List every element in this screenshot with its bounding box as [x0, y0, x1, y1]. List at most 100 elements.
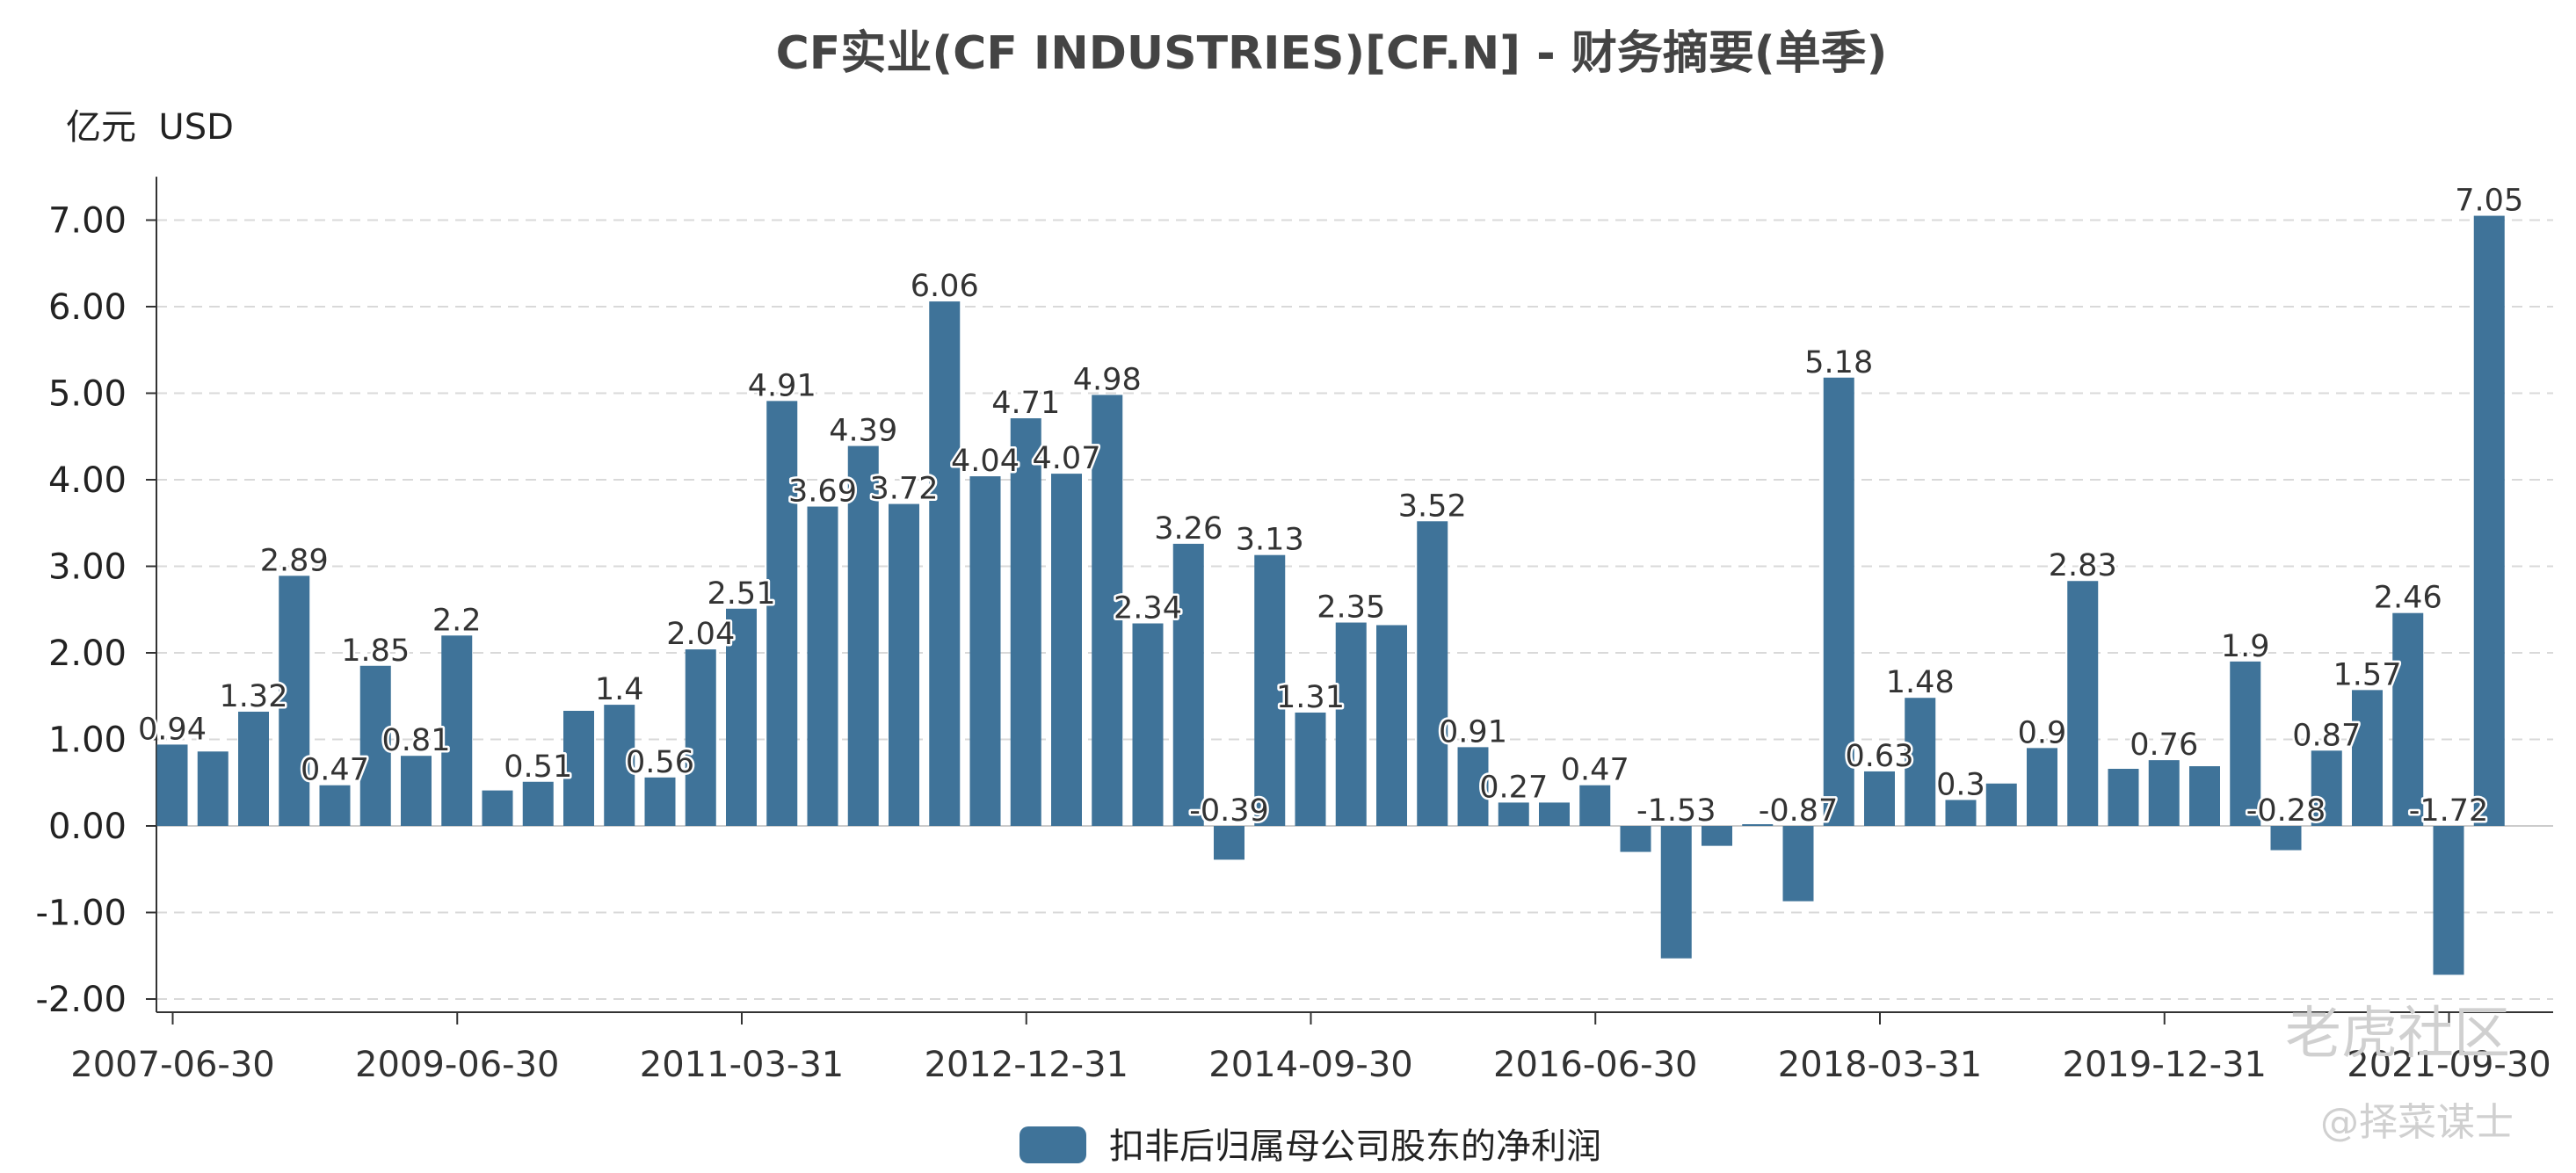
- bar[interactable]: [1742, 824, 1774, 826]
- bar[interactable]: [1985, 783, 2017, 826]
- bar[interactable]: [522, 781, 554, 826]
- x-tick-label: 2012-12-31: [925, 1045, 1128, 1085]
- data-label: -1.53: [1636, 793, 1716, 829]
- data-label: 0.87: [2292, 718, 2361, 753]
- bar[interactable]: [847, 445, 879, 826]
- bar[interactable]: [766, 401, 798, 826]
- bar[interactable]: [1620, 826, 1651, 852]
- bar[interactable]: [1782, 826, 1814, 901]
- bar[interactable]: [644, 777, 676, 826]
- bar[interactable]: [2433, 826, 2464, 975]
- data-label: 4.04: [951, 444, 1020, 479]
- data-label: 3.13: [1236, 523, 1304, 558]
- y-axis: 7.00 6.00 5.00 4.00 3.00 2.00 1.00 0.00 -1.00 -2.…: [36, 177, 157, 1020]
- y-tick-label: -2.00: [36, 980, 127, 1020]
- data-label: 0.51: [504, 749, 572, 785]
- bar[interactable]: [807, 506, 838, 826]
- bar[interactable]: [1702, 826, 1732, 846]
- bar[interactable]: [1864, 771, 1895, 826]
- data-label: 2.51: [707, 576, 776, 612]
- bar[interactable]: [1214, 826, 1244, 860]
- x-tick-label: 2021-09-30: [2347, 1045, 2551, 1085]
- chart-title: CF实业(CF INDUSTRIES)[CF.N] - 财务摘要(单季): [776, 27, 1888, 80]
- y-tick-label: 3.00: [48, 547, 127, 588]
- bar[interactable]: [889, 503, 919, 826]
- bar[interactable]: [1092, 395, 1123, 826]
- bar[interactable]: [401, 756, 432, 826]
- bar[interactable]: [238, 711, 269, 826]
- data-label: 1.32: [220, 679, 288, 714]
- legend-label[interactable]: 扣非后归属母公司股东的净利润: [1109, 1126, 1601, 1167]
- bar[interactable]: [2230, 661, 2261, 826]
- bar[interactable]: [929, 301, 961, 827]
- bar[interactable]: [2311, 750, 2342, 826]
- watermark: 老虎社区 @择菜谋士: [2285, 1002, 2514, 1145]
- data-label: 4.71: [991, 386, 1060, 421]
- bar[interactable]: [1132, 623, 1164, 826]
- data-label: 0.81: [382, 723, 451, 758]
- bar[interactable]: [1823, 377, 1854, 826]
- bar[interactable]: [2108, 768, 2139, 826]
- legend[interactable]: 扣非后归属母公司股东的净利润: [1020, 1126, 1601, 1167]
- data-label: 3.69: [788, 474, 857, 510]
- bar[interactable]: [685, 649, 716, 826]
- data-label: 1.48: [1886, 665, 1955, 700]
- data-label: 2.46: [2374, 581, 2442, 616]
- unit-label: 亿元 USD: [66, 107, 234, 148]
- bar[interactable]: [1254, 554, 1286, 826]
- y-tick-label: 7.00: [48, 201, 127, 242]
- bar[interactable]: [2473, 215, 2505, 826]
- x-axis: 2007-06-30 2009-06-30 2011-03-31 2012-12-31…: [70, 1011, 2553, 1085]
- data-label: 2.2: [432, 603, 482, 638]
- bar[interactable]: [2189, 766, 2220, 826]
- data-label: -0.39: [1189, 793, 1269, 829]
- bar[interactable]: [563, 710, 594, 826]
- bar[interactable]: [1335, 622, 1367, 826]
- data-label: 5.18: [1804, 345, 1873, 380]
- bar[interactable]: [441, 635, 473, 826]
- bar[interactable]: [319, 785, 351, 826]
- data-label: 0.27: [1479, 770, 1548, 805]
- bar[interactable]: [2352, 690, 2383, 826]
- data-label: 2.34: [1114, 591, 1182, 626]
- bar[interactable]: [279, 576, 310, 826]
- bar[interactable]: [1457, 747, 1489, 826]
- data-label: 0.76: [2130, 728, 2198, 763]
- bar[interactable]: [1010, 418, 1041, 826]
- bar[interactable]: [969, 476, 1001, 826]
- bar[interactable]: [2392, 612, 2424, 826]
- data-labels: 0.94 1.32 2.89 0.47 1.85 0.81 2.2 0.51 1.4 0.56 2.…: [136, 181, 2526, 830]
- data-label: 0.3: [1936, 767, 1985, 802]
- bar[interactable]: [2027, 748, 2057, 826]
- y-tick-label: -1.00: [36, 894, 127, 934]
- data-label: 4.98: [1073, 362, 1142, 397]
- bar[interactable]: [156, 744, 188, 826]
- data-label: 1.4: [595, 672, 644, 707]
- bar[interactable]: [1376, 625, 1407, 826]
- bar[interactable]: [1172, 543, 1204, 826]
- bar[interactable]: [482, 790, 513, 826]
- bar[interactable]: [197, 751, 229, 826]
- bar[interactable]: [1417, 521, 1448, 826]
- bar[interactable]: [1498, 802, 1529, 826]
- bar[interactable]: [2067, 581, 2099, 826]
- bar[interactable]: [1051, 474, 1082, 826]
- data-label: 3.52: [1398, 489, 1467, 524]
- bar[interactable]: [1945, 800, 1977, 826]
- y-tick-label: 5.00: [48, 374, 127, 415]
- bar[interactable]: [1579, 785, 1611, 826]
- bar[interactable]: [2148, 760, 2180, 826]
- bar[interactable]: [1905, 698, 1936, 826]
- data-label: -0.28: [2246, 793, 2326, 829]
- legend-swatch[interactable]: [1020, 1126, 1086, 1163]
- x-tick-label: 2011-03-31: [640, 1045, 844, 1085]
- data-label: 0.47: [1561, 753, 1629, 788]
- bar[interactable]: [359, 665, 391, 826]
- bar[interactable]: [1539, 802, 1570, 826]
- x-tick-label: 2018-03-31: [1778, 1045, 1982, 1085]
- bar[interactable]: [1295, 712, 1326, 826]
- bar[interactable]: [726, 608, 757, 826]
- bar[interactable]: [1660, 826, 1692, 959]
- bar[interactable]: [2270, 826, 2302, 851]
- bar[interactable]: [604, 705, 635, 826]
